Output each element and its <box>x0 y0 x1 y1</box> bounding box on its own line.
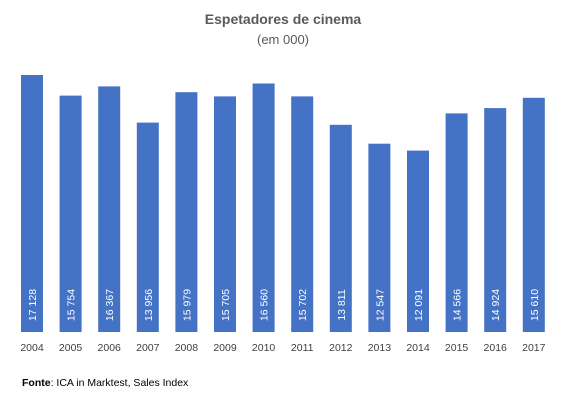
data-label-2011: 15 702 <box>297 289 309 321</box>
data-label-2015: 14 566 <box>452 289 464 321</box>
x-tick-label-2007: 2007 <box>136 342 160 354</box>
x-tick-label-2004: 2004 <box>20 342 44 354</box>
bar-2014 <box>407 150 429 332</box>
x-tick-label-2005: 2005 <box>59 342 83 354</box>
data-label-2013: 12 547 <box>374 289 386 321</box>
bar-2007 <box>136 122 159 332</box>
bar-2012 <box>329 124 352 332</box>
data-label-2005: 15 754 <box>66 289 78 321</box>
bar-2011 <box>291 96 314 333</box>
data-label-2009: 15 705 <box>220 289 232 321</box>
bar-2008 <box>175 92 198 332</box>
source-note: Fonte: ICA in Marktest, Sales Index <box>22 377 188 389</box>
bar-2009 <box>214 96 236 333</box>
data-label-2010: 16 560 <box>259 289 271 321</box>
bar-2013 <box>368 143 391 332</box>
data-label-2007: 13 956 <box>143 289 155 321</box>
source-text: : ICA in Marktest, Sales Index <box>50 377 189 389</box>
data-label-2017: 15 610 <box>529 289 541 321</box>
x-tick-label-2012: 2012 <box>329 342 353 354</box>
x-tick-label-2017: 2017 <box>522 342 546 354</box>
chart-subtitle: (em 000) <box>257 32 309 47</box>
x-tick-label-2011: 2011 <box>291 342 314 354</box>
x-tick-label-2016: 2016 <box>484 342 508 354</box>
x-tick-label-2008: 2008 <box>175 342 199 354</box>
bar-2016 <box>484 108 507 332</box>
x-tick-label-2009: 2009 <box>213 342 237 354</box>
bar-2017 <box>522 97 545 332</box>
x-tick-label-2006: 2006 <box>98 342 122 354</box>
x-tick-label-2014: 2014 <box>406 342 430 354</box>
data-label-2012: 13 811 <box>336 289 348 320</box>
bar-2010 <box>252 83 275 332</box>
bar-2004 <box>21 75 43 332</box>
bar-2006 <box>98 86 121 333</box>
x-axis-tick-labels: 2004 2005 2006 2007 2008 2009 2010 2011 2012 2013… <box>20 342 545 354</box>
bar-2015 <box>445 113 468 333</box>
x-tick-label-2010: 2010 <box>252 342 276 354</box>
source-label: Fonte <box>22 377 51 389</box>
chart-title: Espetadores de cinema <box>205 11 362 27</box>
bar-2005 <box>59 95 82 332</box>
x-tick-label-2015: 2015 <box>445 342 469 354</box>
data-label-2004: 17 128 <box>27 289 39 321</box>
data-label-2006: 16 367 <box>104 289 116 321</box>
x-tick-label-2013: 2013 <box>368 342 392 354</box>
data-label-2014: 12 091 <box>413 289 425 321</box>
data-label-2016: 14 924 <box>490 289 502 321</box>
bars-group <box>21 75 545 333</box>
data-label-2008: 15 979 <box>181 289 193 321</box>
data-labels-group: 17 128 15 754 16 367 13 956 15 979 15 705 16 5… <box>27 289 541 321</box>
